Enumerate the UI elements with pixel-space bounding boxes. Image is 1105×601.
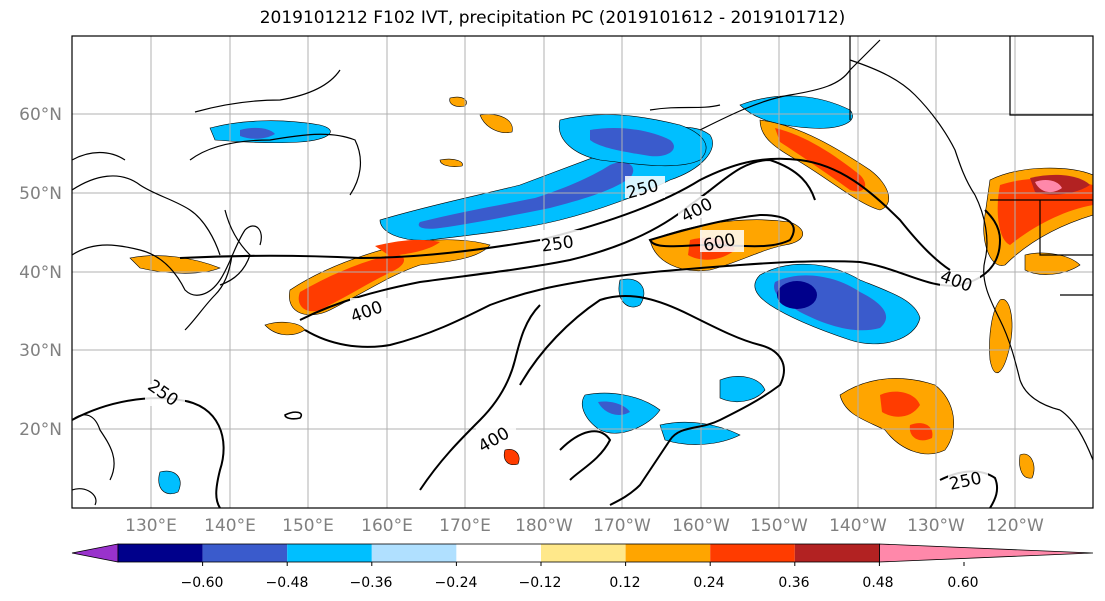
coastlines [72, 36, 1093, 506]
graticule [72, 36, 1093, 508]
colorbar-tick-label: −0.48 [266, 575, 309, 591]
colorbar-tick-label: −0.36 [350, 575, 393, 591]
colorbar-tick-label: 0.36 [778, 575, 809, 591]
colorbar-segment [202, 544, 288, 562]
colorbar-segment [456, 544, 541, 562]
map-frame [71, 35, 1094, 509]
colorbar-segment [625, 544, 711, 562]
ivt-contours [72, 157, 1002, 508]
colorbar-tick-label: −0.12 [519, 575, 562, 591]
colorbar-segment [541, 544, 626, 562]
colorbar-tick-label: −0.60 [181, 575, 224, 591]
lon-label: 160°W [672, 516, 730, 536]
lon-label: 170°W [593, 516, 651, 536]
colorbar-tick-label: 0.24 [693, 575, 724, 591]
colorbar-tick-label: 0.60 [947, 575, 978, 591]
colorbar-segment [794, 544, 880, 562]
lon-label: 150°W [750, 516, 808, 536]
lon-label: 150°E [282, 516, 334, 536]
lon-label: 130°W [907, 516, 965, 536]
lat-label-40: 40°N [19, 263, 62, 283]
lon-label: 130°E [125, 516, 177, 536]
lat-label-60: 60°N [19, 105, 62, 125]
lat-label-30: 30°N [19, 341, 62, 361]
colorbar-outline [117, 543, 880, 563]
colorbar-extend-high [879, 543, 1094, 563]
contour-label: 250 [540, 232, 575, 256]
colorbar-extend-low [71, 543, 119, 563]
colorbar-tick-label: −0.24 [435, 575, 478, 591]
colorbar-tick-label: 0.48 [862, 575, 893, 591]
precipitation-shading [129, 95, 1093, 494]
colorbar-ticks: −0.60 −0.48 −0.36 −0.24 −0.12 0.12 0.24 … [181, 575, 979, 591]
lon-label: 140°E [204, 516, 256, 536]
colorbar-tick-label: 0.12 [609, 575, 640, 591]
colorbar-segment [371, 544, 457, 562]
colorbar: −0.60 −0.48 −0.36 −0.24 −0.12 0.12 0.24 … [71, 543, 1094, 591]
lat-label-20: 20°N [19, 420, 62, 440]
colorbar-segments [71, 543, 1094, 566]
colorbar-segment [287, 544, 372, 562]
lon-label: 170°E [439, 516, 491, 536]
colorbar-segment [118, 544, 203, 562]
lon-label: 180°W [515, 516, 573, 536]
lon-label: 160°E [361, 516, 413, 536]
map-title: 2019101212 F102 IVT, precipitation PC (2… [259, 8, 846, 28]
lat-label-50: 50°N [19, 184, 62, 204]
lon-label: 140°W [829, 516, 887, 536]
colorbar-segment [710, 544, 795, 562]
contour-labels: 250 400 600 250 400 400 250 400 250 [144, 176, 988, 495]
lon-label: 120°W [986, 516, 1044, 536]
latitude-labels: 60°N 50°N 40°N 30°N 20°N [19, 105, 62, 440]
longitude-labels: 130°E 140°E 150°E 160°E 170°E 180°W 170°… [125, 516, 1044, 536]
